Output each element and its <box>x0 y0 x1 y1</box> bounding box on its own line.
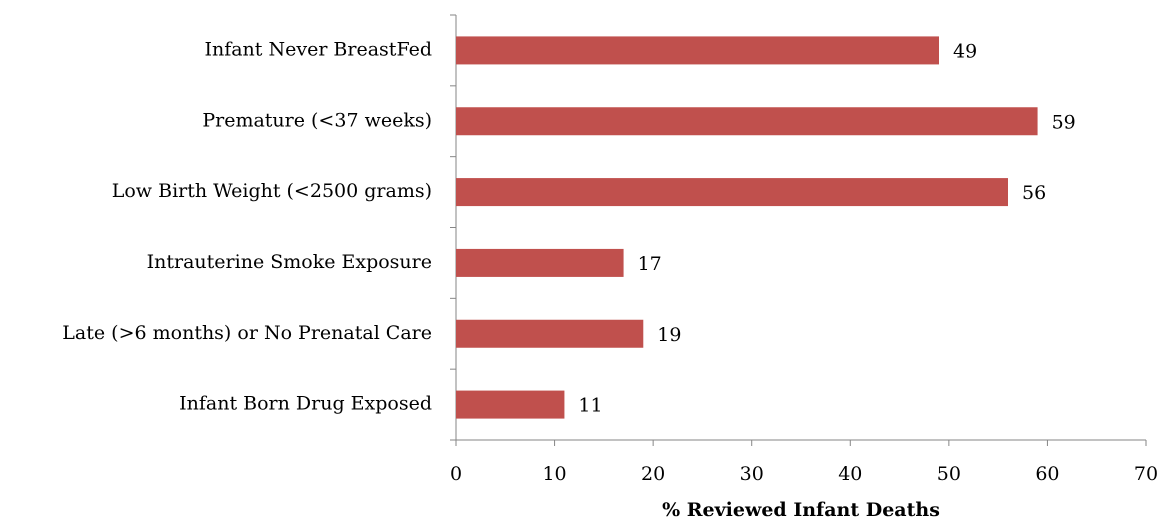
bar <box>456 36 939 65</box>
category-label: Premature (<37 weeks) <box>202 109 432 131</box>
bar <box>456 319 644 348</box>
value-label: 17 <box>638 253 662 275</box>
category-label: Late (>6 months) or No Prenatal Care <box>62 322 432 344</box>
value-label: 49 <box>953 40 977 62</box>
value-label: 56 <box>1022 182 1046 204</box>
category-label: Intrauterine Smoke Exposure <box>147 251 432 273</box>
x-tick-label: 50 <box>937 463 961 485</box>
x-tick-label: 20 <box>641 463 665 485</box>
bar <box>456 178 1008 207</box>
bar <box>456 390 565 419</box>
value-label: 19 <box>657 324 681 346</box>
bar <box>456 248 624 277</box>
x-tick-label: 60 <box>1035 463 1059 485</box>
value-label: 11 <box>578 395 602 417</box>
value-label: 59 <box>1052 111 1076 133</box>
x-tick-label: 10 <box>542 463 566 485</box>
bar <box>456 107 1038 136</box>
x-tick-label: 30 <box>740 463 764 485</box>
x-tick-label: 0 <box>450 463 462 485</box>
x-tick-label: 40 <box>838 463 862 485</box>
x-tick-label: 70 <box>1134 463 1158 485</box>
category-label: Low Birth Weight (<2500 grams) <box>112 180 432 202</box>
x-axis-label: % Reviewed Infant Deaths <box>662 499 940 521</box>
category-label: Infant Born Drug Exposed <box>179 393 432 415</box>
category-label: Infant Never BreastFed <box>204 38 432 60</box>
